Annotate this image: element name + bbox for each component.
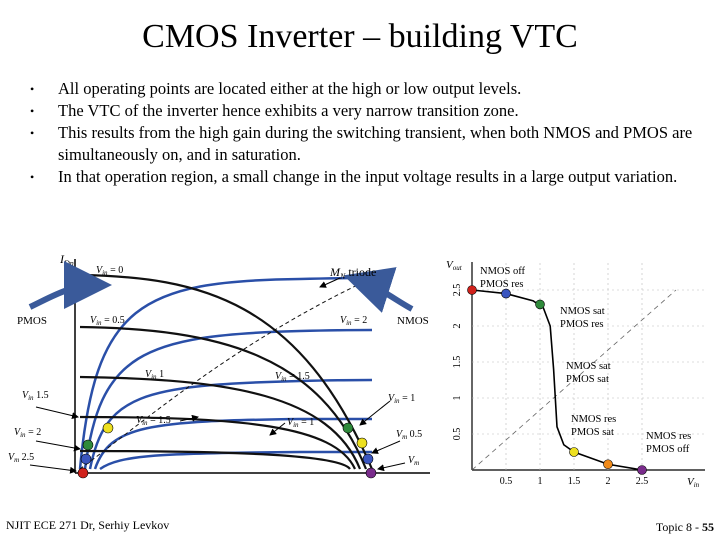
curve-label-vin15-left: Vin 1.5 xyxy=(22,390,49,402)
bullet-text: All operating points are located either … xyxy=(58,79,522,98)
bullet-dot-icon: • xyxy=(30,170,35,184)
pmos-curve xyxy=(83,328,373,470)
region-label-5-line1: NMOS res xyxy=(646,431,691,442)
vtc-operating-point xyxy=(603,459,613,470)
region-label-1-line2: PMOS res xyxy=(480,279,523,290)
vtc-operating-point xyxy=(637,465,647,475)
pmos-curve xyxy=(88,378,373,470)
curve-label-vin15-low: Vin = 1.5 xyxy=(136,415,171,427)
pmos-curve xyxy=(93,417,372,470)
load-line-operating-point xyxy=(102,422,114,434)
curve-label-vin2-top: Vin = 2 xyxy=(340,315,367,327)
curve-label-vin05: Vin = 0.5 xyxy=(90,315,125,327)
pointer-arrow-icon xyxy=(377,462,406,472)
vtc-y-tick-label: 0.5 xyxy=(452,428,463,441)
vtc-chart: Vout Vin 0.5 1 1.5 2 2.5 0.5 1 1.5 2 2.5 NMOS off… xyxy=(446,259,705,489)
region-label-2-line1: NMOS sat xyxy=(560,306,605,317)
curve-label-vin0: Vin = 0 xyxy=(96,265,123,277)
pmos-arrow-icon xyxy=(28,261,112,310)
vtc-operating-point xyxy=(467,285,477,295)
vtc-x-tick-label: 2.5 xyxy=(636,476,649,487)
pointer-arrow-icon xyxy=(35,440,81,452)
vtc-operating-point xyxy=(501,288,511,299)
mn-triode-label: MN triode xyxy=(329,265,376,281)
pointer-arrow-icon xyxy=(269,422,286,436)
pmos-curve xyxy=(78,276,373,470)
nmos-curve xyxy=(79,449,351,470)
load-line-operating-point xyxy=(82,439,94,451)
bullet-text: The VTC of the inverter hence exhibits a… xyxy=(58,101,519,120)
load-line-diagram: IDn PMOS NMOS MN triode Vin = 0 Vin = 0.… xyxy=(8,252,430,479)
vtc-x-tick-label: 2 xyxy=(606,476,611,487)
bullet-text: This results from the high gain during t… xyxy=(58,123,693,164)
nmos-curve xyxy=(79,415,357,470)
vtc-x-tick-label: 1 xyxy=(538,476,543,487)
region-label-3-line2: PMOS sat xyxy=(566,374,609,385)
region-label-5-line2: PMOS off xyxy=(646,444,690,455)
slide-title: CMOS Inverter – building VTC xyxy=(142,18,578,55)
bullet-item: • The VTC of the inverter hence exhibits … xyxy=(30,100,700,122)
pointer-arrow-icon xyxy=(179,414,199,422)
region-label-1-line1: NMOS off xyxy=(480,266,526,277)
load-line-operating-point xyxy=(365,467,377,479)
vtc-y-axis-label: Vout xyxy=(446,259,463,272)
bullet-text: In that operation region, a small change… xyxy=(58,167,678,186)
region-label-3-line1: NMOS sat xyxy=(566,361,611,372)
bullet-dot-icon: • xyxy=(30,82,35,96)
vtc-x-tick-label: 0.5 xyxy=(500,476,513,487)
footer-page-number: Topic 8 - 55 xyxy=(656,520,714,535)
curve-label-vin1-low: Vin = 1 xyxy=(287,417,314,429)
curve-label-vm05: Vm 0.5 xyxy=(396,429,422,441)
mn-triode-arrow-icon xyxy=(319,277,341,288)
load-line-operating-point xyxy=(80,453,92,465)
curve-label-vin1-right: Vin = 1 xyxy=(388,393,415,405)
curve-label-vin15-mid: Vin = 1.5 xyxy=(275,371,310,383)
vtc-y-tick-label: 1 xyxy=(452,396,463,401)
curve-label-vin2-left: Vin = 2 xyxy=(14,427,41,439)
load-line-operating-point xyxy=(362,453,374,465)
footer-topic: Topic 8 - xyxy=(655,520,702,534)
bullet-item: • This results from the high gain during … xyxy=(30,122,700,166)
nmos-curve xyxy=(79,273,374,470)
footer-page: 55 xyxy=(702,520,714,534)
nmos-curve xyxy=(79,325,368,470)
vtc-y-tick-label: 2.5 xyxy=(452,284,463,297)
bullet-list: • All operating points are located either… xyxy=(30,78,700,188)
load-line-operating-point xyxy=(356,437,368,449)
pointer-arrow-icon xyxy=(371,440,401,454)
pointer-arrow-icon xyxy=(35,406,79,420)
bullet-item: • In that operation region, a small chang… xyxy=(30,166,700,188)
load-line-operating-point xyxy=(77,467,89,479)
bullet-dot-icon: • xyxy=(30,126,35,140)
pointer-arrow-icon xyxy=(359,400,391,426)
nmos-arrow-icon xyxy=(343,267,414,313)
bullet-item: • All operating points are located either… xyxy=(30,78,700,100)
region-label-4-line2: PMOS sat xyxy=(571,427,614,438)
curve-label-vin1-mid: Vin 1 xyxy=(145,369,164,381)
vtc-operating-point xyxy=(569,447,579,457)
pmos-label: PMOS xyxy=(17,315,47,327)
unity-gain-dashed-line xyxy=(471,289,677,471)
pointer-arrow-icon xyxy=(29,464,77,474)
vtc-operating-point xyxy=(535,299,545,310)
nmos-curve xyxy=(79,375,362,470)
vtc-y-tick-label: 1.5 xyxy=(452,356,463,369)
bullet-dot-icon: • xyxy=(30,104,35,118)
nmos-triode-boundary xyxy=(79,277,373,470)
region-label-4-line1: NMOS res xyxy=(571,414,616,425)
vtc-x-tick-label: 1.5 xyxy=(568,476,581,487)
curve-label-vm: Vm xyxy=(408,455,419,467)
vtc-y-tick-label: 2 xyxy=(452,324,463,329)
nmos-label: NMOS xyxy=(397,315,429,327)
y-axis-label: IDn xyxy=(59,252,74,268)
curve-label-vm25: Vm 2.5 xyxy=(8,452,34,464)
load-line-operating-point xyxy=(342,422,354,434)
vtc-x-axis-label: Vin xyxy=(687,476,700,489)
region-label-2-line2: PMOS res xyxy=(560,319,603,330)
footer-credit: NJIT ECE 271 Dr, Serhiy Levkov xyxy=(6,518,170,532)
vtc-curve xyxy=(471,289,643,471)
